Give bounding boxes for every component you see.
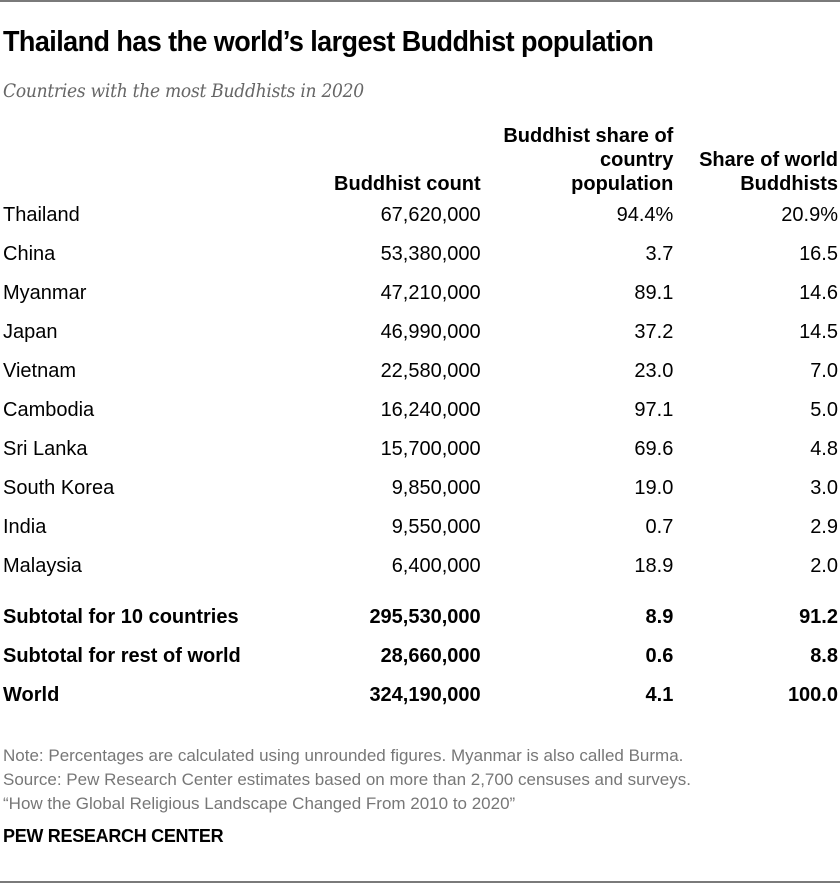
source-text: Source: Pew Research Center estimates ba…: [3, 770, 691, 789]
buddhist-count: 67,620,000: [380, 204, 481, 226]
share-country: 69.6: [634, 438, 674, 460]
share-world: 20.9%: [781, 204, 838, 226]
buddhist-count: 46,990,000: [380, 321, 481, 343]
share-country: 0.7: [645, 516, 674, 538]
buddhist-count: 16,240,000: [380, 399, 481, 421]
share-country: 18.9: [634, 555, 674, 577]
country-name: China: [3, 243, 56, 265]
buddhist-count: 295,530,000: [369, 606, 481, 628]
country-name: Cambodia: [3, 399, 95, 421]
total-label: World: [3, 684, 60, 706]
spacer-cell: [0, 586, 840, 598]
header-share-world-line2: Buddhists: [740, 173, 838, 195]
header-buddhist-count: Buddhist count: [299, 120, 481, 196]
header-share-world: Share of world Buddhists: [673, 120, 840, 196]
country-name: India: [3, 516, 47, 538]
share-country: 97.1: [634, 399, 674, 421]
note-text: Note: Percentages are calculated using u…: [3, 746, 684, 765]
world-total-row: World 324,190,000 4.1 100.0: [0, 676, 840, 715]
buddhist-count: 22,580,000: [380, 360, 481, 382]
share-world: 14.5: [799, 321, 838, 343]
buddhist-count: 9,550,000: [391, 516, 481, 538]
buddhist-count: 6,400,000: [391, 555, 481, 577]
buddhist-count: 9,850,000: [391, 477, 481, 499]
chart-title: Thailand has the world’s largest Buddhis…: [3, 26, 654, 58]
table-row: Cambodia 16,240,000 97.1 5.0: [0, 391, 840, 430]
share-world: 3.0: [810, 477, 838, 499]
report-title: “How the Global Religious Landscape Chan…: [3, 794, 516, 813]
share-world: 5.0: [810, 399, 838, 421]
share-country: 0.6: [645, 645, 674, 667]
country-name: Sri Lanka: [3, 438, 88, 460]
share-country: 89.1: [634, 282, 674, 304]
header-share-country: Buddhist share of country population: [481, 120, 674, 196]
footnotes: Note: Percentages are calculated using u…: [3, 744, 691, 816]
brand-logo-text: PEW RESEARCH CENTER: [3, 826, 224, 846]
table-row: Vietnam 22,580,000 23.0 7.0: [0, 352, 840, 391]
header-share-country-line3: population: [571, 173, 674, 195]
share-country: 19.0: [634, 477, 674, 499]
header-count-label: Buddhist count: [334, 173, 481, 195]
country-name: South Korea: [3, 477, 115, 499]
share-world: 4.8: [810, 438, 838, 460]
header-share-world-line1: Share of world: [699, 149, 838, 171]
share-world: 7.0: [810, 360, 838, 382]
country-name: Vietnam: [3, 360, 77, 382]
table-row: Sri Lanka 15,700,000 69.6 4.8: [0, 430, 840, 469]
table-row: Thailand 67,620,000 94.4% 20.9%: [0, 196, 840, 235]
buddhist-count: 53,380,000: [380, 243, 481, 265]
subtotal-row: Subtotal for rest of world 28,660,000 0.6 8…: [0, 637, 840, 676]
share-country: 94.4%: [616, 204, 674, 226]
table-row: India 9,550,000 0.7 2.9: [0, 508, 840, 547]
bottom-rule: [0, 881, 840, 883]
share-country: 4.1: [645, 684, 674, 706]
share-country: 3.7: [645, 243, 674, 265]
share-world: 14.6: [799, 282, 838, 304]
top-rule: [0, 0, 840, 2]
table-row: Myanmar 47,210,000 89.1 14.6: [0, 274, 840, 313]
share-world: 91.2: [799, 606, 838, 628]
buddhist-count: 28,660,000: [380, 645, 481, 667]
buddhist-count: 47,210,000: [380, 282, 481, 304]
share-world: 8.8: [810, 645, 838, 667]
table-row: South Korea 9,850,000 19.0 3.0: [0, 469, 840, 508]
share-world: 2.0: [810, 555, 838, 577]
header-share-country-line2: country: [600, 149, 674, 171]
table-row: Malaysia 6,400,000 18.9 2.0: [0, 547, 840, 586]
total-label: Subtotal for rest of world: [3, 645, 241, 667]
buddhist-count: 15,700,000: [380, 438, 481, 460]
data-table: Buddhist count Buddhist share of country…: [0, 120, 840, 715]
share-country: 37.2: [634, 321, 674, 343]
share-world: 16.5: [799, 243, 838, 265]
country-name: Japan: [3, 321, 58, 343]
spacer-row: [0, 586, 840, 598]
share-world: 100.0: [787, 684, 838, 706]
country-name: Thailand: [3, 204, 80, 226]
chart-subtitle: Countries with the most Buddhists in 202…: [3, 80, 364, 102]
subtotal-row: Subtotal for 10 countries 295,530,000 8.9 9…: [0, 598, 840, 637]
total-label: Subtotal for 10 countries: [3, 606, 239, 628]
header-country: [0, 120, 299, 196]
header-share-country-line1: Buddhist share of: [503, 125, 674, 147]
share-world: 2.9: [810, 516, 838, 538]
table-row: China 53,380,000 3.7 16.5: [0, 235, 840, 274]
country-name: Myanmar: [3, 282, 87, 304]
country-name: Malaysia: [3, 555, 82, 577]
header-row: Buddhist count Buddhist share of country…: [0, 120, 840, 196]
buddhist-count: 324,190,000: [369, 684, 481, 706]
share-country: 8.9: [645, 606, 674, 628]
share-country: 23.0: [634, 360, 674, 382]
table-row: Japan 46,990,000 37.2 14.5: [0, 313, 840, 352]
